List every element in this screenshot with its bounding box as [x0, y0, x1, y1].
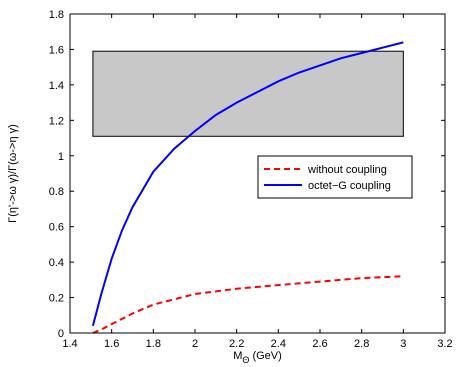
- y-tick-label: 1.6: [49, 44, 64, 56]
- legend-label: without coupling: [307, 164, 387, 176]
- x-axis-label: MΘ (GeV): [233, 350, 282, 365]
- plot-frame: [69, 13, 446, 334]
- legend-label: octet−G coupling: [308, 180, 391, 192]
- y-tick-label: 1.2: [49, 115, 64, 127]
- y-tick-label: 1.4: [49, 80, 64, 92]
- y-tick-label: 0.2: [49, 293, 64, 305]
- y-axis-label: Γ(η'->ω γ)/Γ(ω->η γ): [7, 124, 19, 223]
- x-tick-label: 1.8: [146, 338, 161, 350]
- series-line-octet-g-coupling: [91, 41, 404, 327]
- x-axis-label-main: M: [233, 350, 242, 362]
- y-tick-label: 1.8: [49, 9, 64, 21]
- x-tick-label: 2.6: [312, 338, 327, 350]
- x-tick-label: 2.4: [271, 338, 286, 350]
- x-tick-label: 3: [400, 338, 406, 350]
- x-tick-label: 1.4: [62, 338, 77, 350]
- uncertainty-band: [92, 50, 404, 137]
- y-tick-label: 1: [58, 151, 64, 163]
- legend-box: [257, 155, 413, 199]
- x-tick-label: 1.6: [104, 338, 119, 350]
- series-line-without-coupling: [92, 275, 404, 334]
- x-axis-label-unit: (GeV): [249, 350, 281, 362]
- y-tick-label: 0.8: [49, 186, 64, 198]
- legend: without coupling octet−G coupling: [257, 155, 413, 199]
- y-tick-label: 0: [58, 328, 64, 340]
- x-tick-label: 2: [192, 338, 198, 350]
- y-tick-label: 0.4: [49, 257, 64, 269]
- x-tick-label: 3.2: [437, 338, 452, 350]
- y-tick-label: 0.6: [49, 222, 64, 234]
- x-axis-label-subscript: Θ: [242, 355, 249, 365]
- x-tick-label: 2.8: [354, 338, 369, 350]
- x-tick-label: 2.2: [229, 338, 244, 350]
